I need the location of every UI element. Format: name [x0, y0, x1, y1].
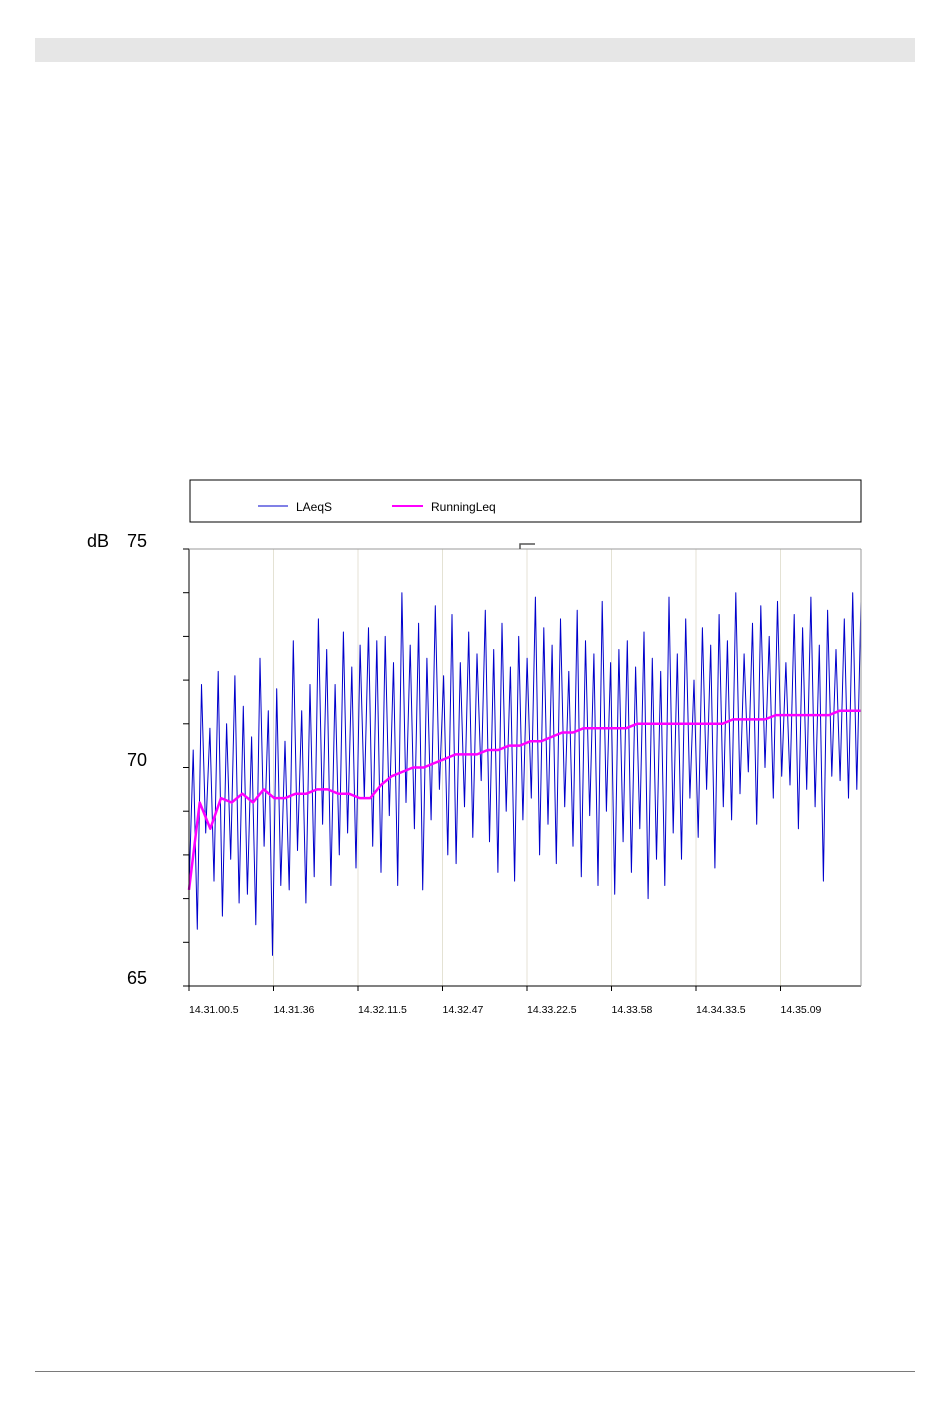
x-tick-label: 14.33.58	[612, 1004, 653, 1016]
series-line-laeqs	[188, 592, 862, 956]
header-bar	[35, 38, 915, 62]
legend-label-runningleq: RunningLeq	[431, 500, 496, 514]
tick-layer: 14.31.00.5 14.31.36 14.32.11.5 14.32.47 14.3…	[183, 548, 822, 1016]
x-tick-label: 14.31.36	[274, 1004, 315, 1016]
x-tick-label: 14.31.00.5	[189, 1004, 239, 1016]
footer-rule	[35, 1371, 915, 1372]
y-tick-label-70: 70	[127, 750, 147, 770]
y-tick-label-65: 65	[127, 968, 147, 988]
legend-box	[189, 479, 862, 523]
x-tick-label: 14.33.22.5	[527, 1004, 577, 1016]
legend-label-laeqs: LAeqS	[296, 500, 332, 514]
x-tick-label: 14.34.33.5	[696, 1004, 746, 1016]
cursor-marker-icon	[519, 543, 535, 549]
series-layer	[187, 592, 862, 956]
y-axis-label: dB	[87, 531, 109, 551]
x-tick-label: 14.32.47	[443, 1004, 484, 1016]
x-tick-label: 14.32.11.5	[358, 1004, 407, 1016]
x-tick-label: 14.35.09	[781, 1004, 822, 1016]
series-line-runningleq	[187, 709, 861, 891]
y-tick-label-75: 75	[127, 531, 147, 551]
